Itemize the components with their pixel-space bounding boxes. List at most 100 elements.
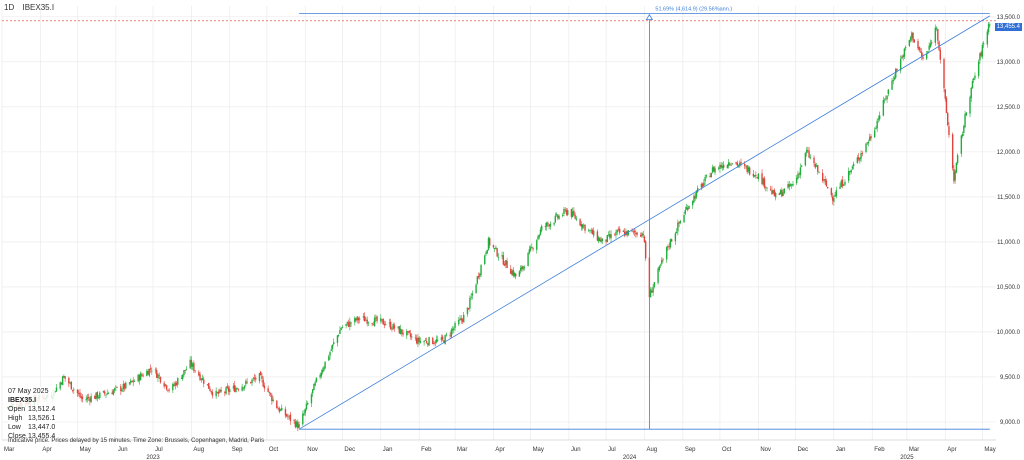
candle-body <box>194 370 196 372</box>
candle-body <box>80 396 82 398</box>
candle-body <box>515 273 517 277</box>
candle-body <box>678 221 680 224</box>
candle-body <box>592 230 595 236</box>
drawing-overlays[interactable]: 51.69% (4,614.9) (29.56%ann.) <box>2 7 996 430</box>
candle-body <box>216 392 219 394</box>
candle-body <box>835 190 838 197</box>
trend-line[interactable] <box>298 15 991 430</box>
symbol-label[interactable]: IBEX35.I <box>22 3 55 12</box>
candle-body <box>289 414 292 421</box>
y-tick-label: 10,000.0 <box>997 330 1021 336</box>
candle-body <box>685 207 688 210</box>
candle-body <box>669 239 672 248</box>
candle-body <box>783 188 786 194</box>
interval-label[interactable]: 1D <box>4 3 15 12</box>
candle-body <box>860 153 862 159</box>
candle-body <box>199 374 201 381</box>
chart-grid <box>1 6 996 440</box>
candle-body <box>260 371 262 376</box>
candle-body <box>677 222 679 232</box>
candle-body <box>297 421 299 429</box>
x-year-label: 2023 <box>146 455 160 460</box>
candle-body <box>69 382 71 384</box>
candle-body <box>458 320 460 325</box>
candle-body <box>423 341 425 343</box>
candle-body <box>142 375 144 377</box>
candle-body <box>293 419 295 421</box>
candle-body <box>840 180 842 188</box>
candle-body <box>953 168 955 182</box>
candle-body <box>866 142 868 144</box>
candle-body <box>929 43 932 48</box>
candle-body <box>796 177 798 184</box>
candle-body <box>148 368 151 376</box>
candle-body <box>961 134 964 137</box>
candle-body <box>970 87 972 99</box>
candle-body <box>951 134 954 169</box>
candle-body <box>319 375 321 378</box>
candle-body <box>73 389 75 391</box>
candle-body <box>138 375 141 381</box>
candle-body <box>90 396 92 403</box>
candle-body <box>191 363 194 367</box>
ohlc-row: Open 13,512.4 <box>8 405 55 414</box>
candle-body <box>727 162 730 166</box>
candle-body <box>523 267 526 268</box>
candle-body <box>599 237 601 242</box>
candle-body <box>372 324 375 326</box>
candle-body <box>401 329 403 334</box>
candle-body <box>814 163 816 168</box>
candle-body <box>792 183 794 186</box>
candle-body <box>115 386 117 388</box>
candle-body <box>615 232 617 236</box>
ohlc-value: 13,526.1 <box>28 415 56 422</box>
candle-body <box>912 32 914 41</box>
candle-body <box>402 332 404 335</box>
candle-body <box>185 369 188 371</box>
candle-body <box>359 318 361 320</box>
candle-body <box>878 115 881 120</box>
candle-body <box>295 421 298 427</box>
candle-body <box>773 189 776 197</box>
candle-body <box>735 162 737 164</box>
candle-body <box>201 378 204 381</box>
candle-body <box>112 390 115 395</box>
candle-body <box>778 193 781 195</box>
candle-body <box>532 248 534 250</box>
candle-body <box>873 130 876 138</box>
candle-body <box>903 48 906 57</box>
x-month-label: Jul <box>155 447 163 453</box>
candle-body <box>774 192 777 198</box>
candle-body <box>567 210 569 215</box>
candle-body <box>659 264 662 266</box>
candle-body <box>558 215 560 219</box>
ohlc-key: Open <box>8 406 26 413</box>
candle-body <box>607 234 610 236</box>
candle-body <box>908 40 911 46</box>
candle-body <box>168 389 170 391</box>
candle-body <box>492 245 495 248</box>
candle-body <box>190 359 193 367</box>
candle-body <box>487 238 490 250</box>
candle-body <box>883 99 886 101</box>
candle-body <box>521 266 523 270</box>
candle-body <box>565 210 568 215</box>
candle-body <box>674 233 677 242</box>
candle-body <box>588 229 590 231</box>
candle-body <box>128 382 131 384</box>
candle-body <box>632 230 635 232</box>
candle-body <box>241 386 243 391</box>
candle-body <box>425 341 428 343</box>
candle-body <box>852 163 855 167</box>
x-month-label: Feb <box>421 447 432 453</box>
candle-body <box>934 27 937 43</box>
y-tick-label: 11,500.0 <box>997 195 1021 201</box>
candle-body <box>799 167 802 176</box>
candle-body <box>232 385 235 389</box>
candle-body <box>876 120 878 129</box>
y-tick-label: 11,000.0 <box>997 240 1021 246</box>
candle-body <box>302 413 304 425</box>
candle-body <box>980 52 982 56</box>
candle-body <box>753 175 756 177</box>
